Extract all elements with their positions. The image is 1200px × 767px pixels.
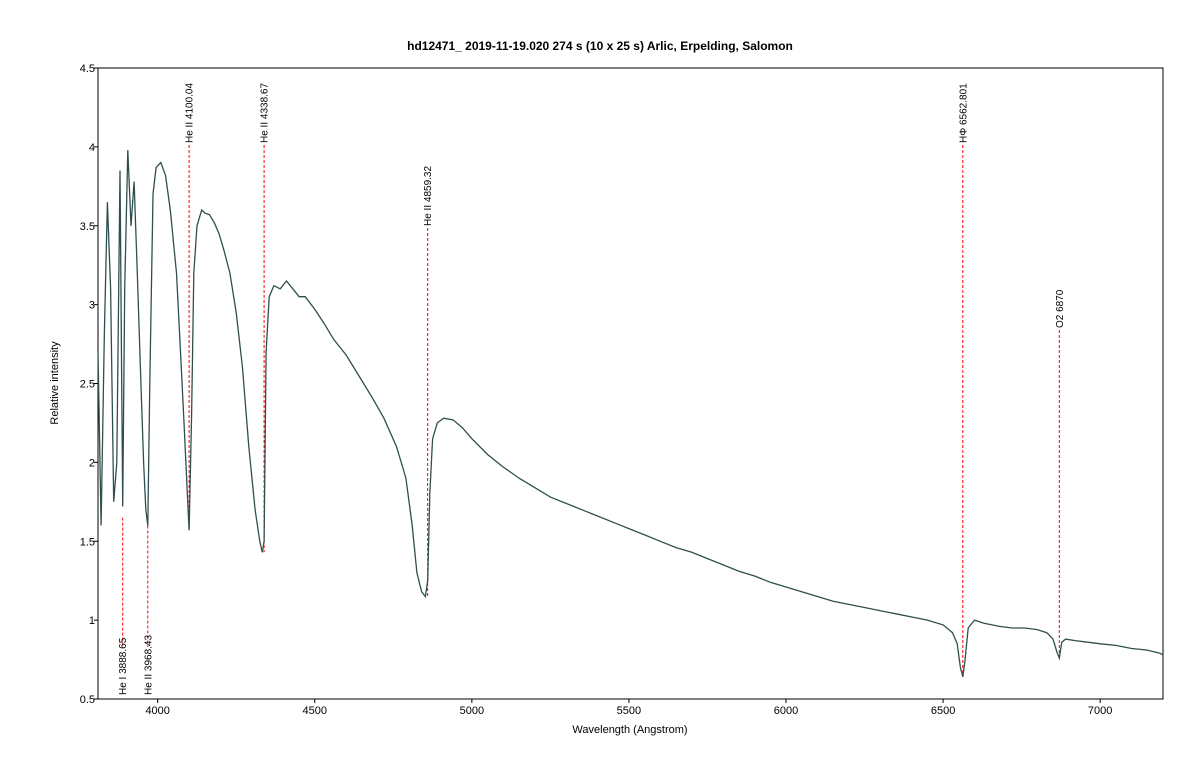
x-axis-label: Wavelength (Angstrom) (572, 724, 687, 736)
line-marker-label: He II 4859.32 (423, 166, 434, 226)
y-tick-label: 1.5 (80, 536, 95, 548)
line-marker-label: He II 4338.67 (260, 83, 271, 143)
line-marker-label: HΦ 6562.801 (958, 83, 969, 143)
line-markers: He I 3888.65 He II 3968.43 He II 4100.04 He… (118, 83, 1066, 695)
y-tick-label: 3 (89, 300, 95, 312)
y-tick-label: 2 (89, 457, 95, 469)
y-tick-label: 1 (89, 615, 95, 627)
x-tick-label: 6000 (774, 705, 798, 717)
x-tick-label: 5500 (617, 705, 641, 717)
x-tick-label: 4500 (303, 705, 327, 717)
x-tick-label: 7000 (1088, 705, 1112, 717)
x-axis: 4000 4500 5000 5500 6000 6500 7000 (145, 699, 1112, 717)
x-tick-label: 4000 (145, 705, 169, 717)
line-marker-label: He I 3888.65 (118, 637, 129, 695)
chart-title: hd12471_ 2019-11-19.020 274 s (10 x 25 s… (407, 39, 793, 53)
y-tick-label: 4 (89, 142, 95, 154)
y-axis: 0.5 1 1.5 2 2.5 3 3.5 4 4.5 (80, 63, 98, 706)
line-marker-label: He II 4100.04 (185, 83, 196, 143)
y-tick-label: 3.5 (80, 221, 95, 233)
line-marker-label: O2 6870 (1055, 289, 1066, 328)
x-tick-label: 5000 (460, 705, 484, 717)
y-tick-label: 0.5 (80, 694, 95, 706)
y-axis-label: Relative intensity (49, 341, 61, 425)
plot-frame (97, 67, 1164, 700)
line-marker-label: He II 3968.43 (143, 635, 154, 695)
y-tick-label: 2.5 (80, 379, 95, 391)
spectrum-line (97, 149, 1164, 678)
x-tick-label: 6500 (931, 705, 955, 717)
y-tick-label: 4.5 (80, 63, 95, 75)
